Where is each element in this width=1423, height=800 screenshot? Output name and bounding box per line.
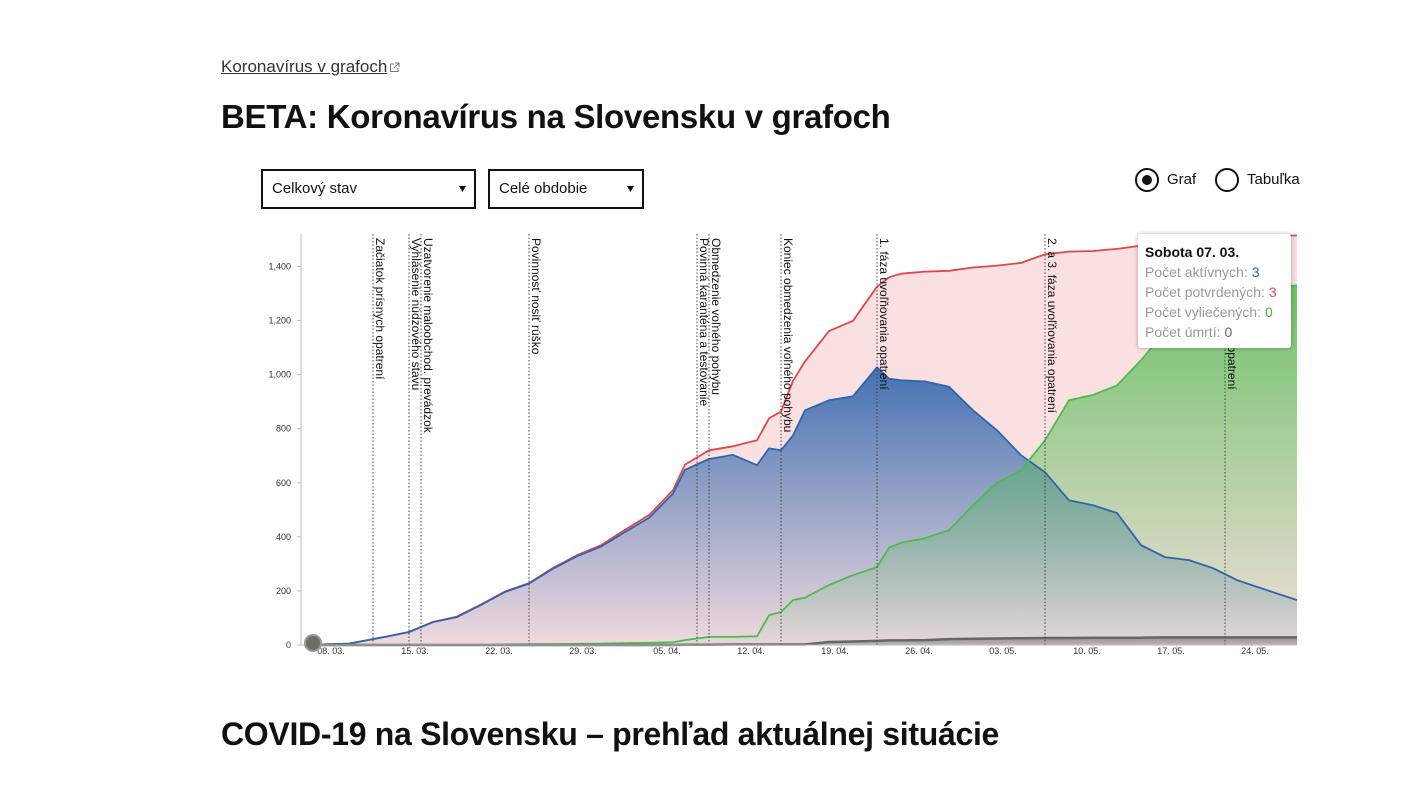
x-tick-label: 15. 03. [401,646,429,656]
tooltip-title: Sobota 07. 03. [1145,244,1240,260]
axes: 0 200 400 600 800 1,000 1,200 1,400 08. 03. 15. 0… [268,234,1297,656]
x-tick-label: 26. 04. [905,646,933,656]
y-tick-label: 400 [276,532,291,542]
tooltip: Sobota 07. 03. Počet aktívnych: 3 Počet po… [1138,234,1291,348]
select[interactable]: Celkový stav [261,169,476,209]
series-area [313,637,1297,645]
y-tick-label: 1,200 [268,316,291,326]
tooltip-value: 3 [1251,264,1260,280]
tooltip-label: Počet aktívnych: [1145,264,1248,280]
tooltip-items: Počet aktívnych: 3 Počet potvrdených: 3 Poče… [1145,262,1291,342]
x-tick-label: 19. 04. [821,646,849,656]
event-label: Obmedzenie voľného pohybu [709,238,723,395]
areas [313,235,1297,645]
y-tick-label: 200 [276,586,291,596]
event-label: Vyhlásenie núdzového stavu [409,238,423,390]
event-label: Koniec obmedzenia voľného pohybu [781,238,795,432]
event-label: Povinnosť nosiť rúško [529,238,543,355]
radio[interactable]: Tabuľka [1215,168,1300,193]
section-title: COVID-19 na Slovensku – prehľad aktuálne… [221,716,1000,752]
tooltip-label: Počet vyliečených: [1145,304,1261,320]
tooltip-item: Počet úmrtí: 0 [1145,322,1291,342]
x-tick-label: 10. 05. [1073,646,1101,656]
tooltip-item: Počet vyliečených: 0 [1145,302,1291,322]
link[interactable]: Koronavírus v grafoch [221,57,400,77]
external-icon [390,62,400,72]
select-arrow [627,186,634,192]
series-line [312,366,1298,646]
event-label: 2. a 3. fáza uvoľňovania opatrení [1045,238,1059,414]
select-arrow [459,186,466,192]
event-label: Uzatvorenie maloobchod. prevádzok [421,238,435,434]
event-label: Začiatok prísnych opatrení [373,238,387,380]
tooltip-value: 0 [1264,304,1273,320]
x-tick-label: 08. 03. [317,646,345,656]
x-tick-label: 03. 05. [989,646,1017,656]
x-tick-label: 29. 03. [569,646,597,656]
link-text: Koronavírus v grafoch [221,57,388,76]
tooltip-label: Počet úmrtí: [1145,324,1221,340]
event-label: Povinná karanténa a testovanie [697,238,711,406]
x-tick-label: 22. 03. [485,646,513,656]
tooltip-item: Počet potvrdených: 3 [1145,282,1291,302]
y-tick-label: 1,000 [268,370,291,380]
event-label: 1. fáza uvoľňovania opatrení [877,238,891,390]
radio-circle [1215,168,1239,193]
y-tick-label: 1,400 [268,261,291,271]
x-tick-label: 12. 04. [737,646,765,656]
series-area [313,285,1297,645]
radio-label: Graf [1167,171,1197,188]
y-tick-label: 0 [286,640,291,650]
select-value: Celé obdobie [499,180,588,197]
page-title: BETA: Koronavírus na Slovensku v grafoch [221,98,891,135]
radio-dot [1142,175,1152,186]
radio-label: Tabuľka [1247,171,1300,188]
x-tick-label: 24. 05. [1241,646,1269,656]
hover-marker [304,634,322,652]
select-value: Celkový stav [272,180,358,197]
tooltip-value: 3 [1268,284,1277,300]
tooltip-item: Počet aktívnych: 3 [1145,262,1291,282]
y-tick-label: 600 [276,478,291,488]
tooltip-value: 0 [1224,324,1233,340]
radio[interactable]: Graf [1135,168,1197,193]
y-tick-label: 800 [276,424,291,434]
x-tick-label: 17. 05. [1157,646,1185,656]
radio-circle [1135,168,1159,193]
x-tick-label: 05. 04. [653,646,681,656]
tooltip-label: Počet potvrdených: [1145,284,1265,300]
select[interactable]: Celé obdobie [488,169,644,209]
